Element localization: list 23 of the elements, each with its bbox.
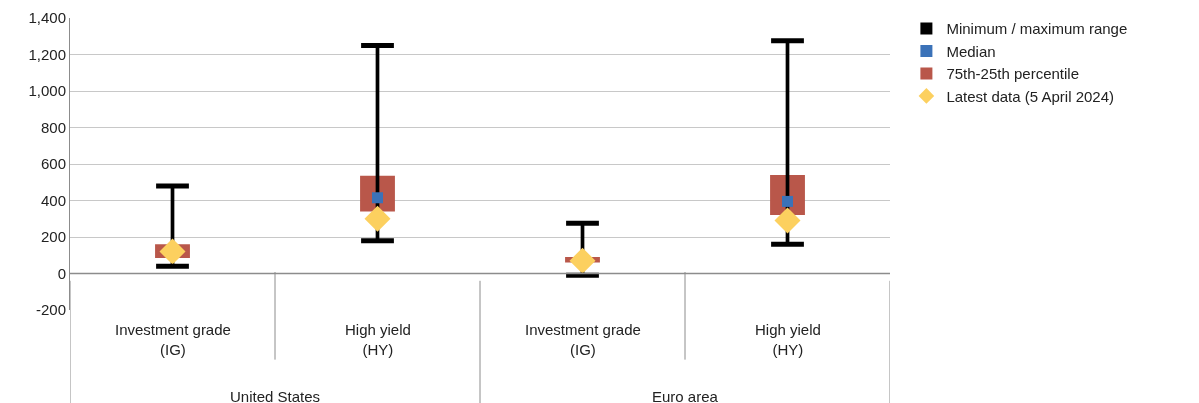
- y-tick-label: 200: [40, 228, 66, 246]
- legend-label: Latest data (5 April 2024): [946, 87, 1115, 105]
- point: [364, 205, 391, 232]
- y-tick-label: 1,000: [28, 82, 66, 100]
- legend-label: Median: [946, 42, 996, 60]
- text: United States: [230, 388, 321, 403]
- legend-label: Minimum / maximum range: [946, 20, 1128, 38]
- point: [569, 247, 596, 274]
- y-tick-label: -200: [35, 301, 66, 319]
- point: [774, 207, 801, 234]
- x-tick-label: Investment grade (IG): [115, 321, 231, 358]
- y-tick-label: 1,200: [28, 45, 66, 63]
- point: [159, 238, 186, 265]
- y-tick-label: 0: [57, 264, 66, 282]
- y-tick-label: 400: [40, 191, 66, 209]
- text: Euro area: [652, 388, 719, 403]
- x-tick-label: High yield (HY): [345, 321, 411, 358]
- legend-label: 75th-25th percentile: [946, 65, 1079, 83]
- y-tick-label: 1,400: [28, 9, 66, 27]
- x-tick-label: High yield (HY): [755, 321, 821, 358]
- y-tick-label: 800: [40, 118, 66, 136]
- y-tick-label: 600: [40, 155, 66, 173]
- x-tick-label: Investment grade (IG): [525, 321, 641, 358]
